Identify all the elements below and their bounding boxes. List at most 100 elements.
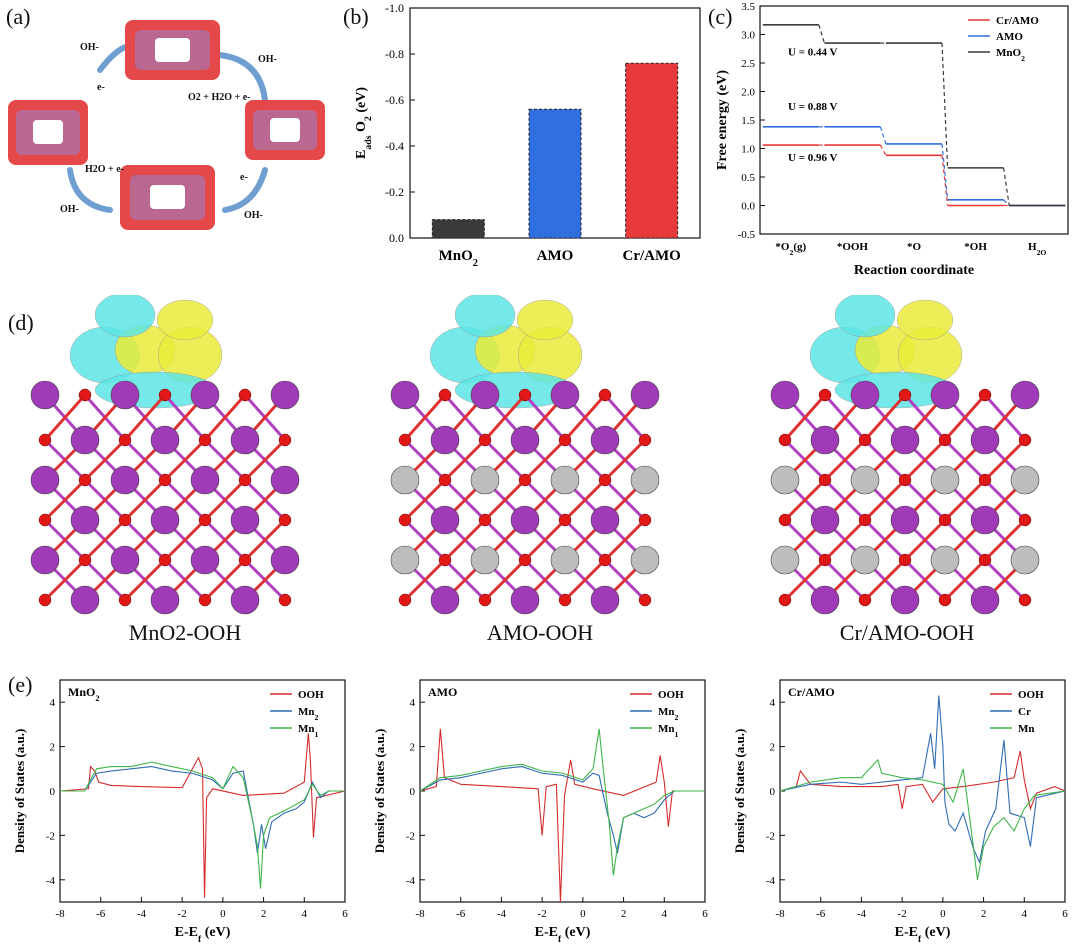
o-atom: [38, 433, 52, 447]
bond: [943, 558, 987, 602]
category-label-c: *O: [907, 241, 922, 253]
mn-atom: [270, 545, 300, 575]
metal-atom-grey: [550, 545, 580, 575]
dos-line-ooh: [419, 728, 705, 903]
legend-label-c: Cr/AMO: [996, 15, 1039, 27]
o-atom: [858, 433, 872, 447]
o-atom: [898, 553, 912, 567]
panel-label-e: (e): [8, 672, 33, 697]
isosurface-blob: [156, 299, 214, 341]
bond: [823, 518, 867, 562]
o-atom: [598, 553, 612, 567]
label-oh-1: OH-: [80, 42, 99, 53]
xlabel-e2: E-Ef (eV): [535, 925, 591, 945]
o-atom: [198, 433, 212, 447]
o-atom: [158, 553, 172, 567]
xlabel-c: Reaction coordinate: [854, 263, 974, 278]
ytick-label-e2: -2: [406, 830, 415, 842]
caption-mno2-ooh: MnO2-OOH: [128, 620, 242, 645]
label-oh-4: OH-: [244, 210, 263, 221]
mn-atom: [1010, 380, 1040, 410]
ylabel-b: Eads O2 (eV): [354, 87, 374, 159]
mn-atom: [890, 505, 920, 535]
o-atom: [78, 388, 92, 402]
label-e-1: e-: [97, 82, 105, 93]
bond: [83, 518, 127, 562]
o-atom: [118, 593, 132, 607]
bond: [563, 478, 607, 522]
o-atom: [478, 513, 492, 527]
bond: [483, 558, 527, 602]
ytick-label-b: -0.2: [385, 185, 404, 199]
panel-label-c: (c): [708, 4, 733, 29]
o-atom: [238, 388, 252, 402]
bond: [983, 518, 1027, 562]
xtick-label-e3: -8: [775, 908, 785, 920]
xtick-label-e3: -6: [816, 908, 826, 920]
metal-atom-grey: [390, 545, 420, 575]
o-atom: [38, 593, 52, 607]
o-atom: [938, 513, 952, 527]
mn-atom: [70, 425, 100, 455]
bond: [163, 518, 207, 562]
dos-line-mn2: [419, 766, 705, 854]
mn-atom: [430, 505, 460, 535]
dos-line-mn2: [60, 766, 345, 854]
overpotential-label: U = 0.44 V: [788, 47, 838, 59]
connector-cr-amo: [941, 155, 949, 206]
legend-label-e3: OOH: [1018, 689, 1044, 701]
mn-atom: [510, 585, 540, 615]
dos-line-mn1: [60, 761, 345, 889]
mn-atom: [890, 585, 920, 615]
o-atom: [638, 433, 652, 447]
ytick-label-b: -0.4: [385, 139, 404, 153]
category-label-b: MnO2: [439, 248, 478, 269]
ytick-label-e1: -4: [46, 875, 56, 887]
bond: [603, 438, 647, 482]
mn-atom: [590, 585, 620, 615]
xlabel-e3: E-Ef (eV): [895, 925, 951, 945]
mn-atom: [810, 425, 840, 455]
isosurface-blob: [454, 295, 516, 338]
structure-amo: [390, 295, 660, 615]
bond: [243, 518, 287, 562]
panel-c-free-energy-chart: -0.5 0.0 0.5 1.0 1.5 2.0 2.5 3.0 3.5 *O2(g) *OOH *O…: [715, 1, 1069, 278]
bond: [903, 518, 947, 562]
metal-atom-grey: [1010, 545, 1040, 575]
o-atom: [638, 593, 652, 607]
o-atom: [978, 473, 992, 487]
mn-atom: [270, 465, 300, 495]
connector-amo: [879, 126, 887, 145]
xtick-label-e2: 6: [702, 908, 708, 920]
panel-b-bar-chart: 0.0 -0.2 -0.4 -0.6 -0.8 -1.0 MnO2 AMO Cr/AMO Eads…: [354, 1, 701, 269]
bond: [523, 518, 567, 562]
ylabel-e2: Density of States (a.u.): [372, 729, 387, 854]
mn-atom: [30, 465, 60, 495]
o-atom: [558, 433, 572, 447]
xtick-label-e3: -2: [898, 908, 907, 920]
ytick-label-c: 2.0: [741, 87, 755, 99]
mn-atom: [810, 505, 840, 535]
o-atom: [818, 388, 832, 402]
xtick-label-e2: -4: [497, 908, 507, 920]
metal-atom-grey: [470, 465, 500, 495]
mn-atom: [890, 425, 920, 455]
legend-label-e3: Mn: [1018, 723, 1035, 735]
bond: [943, 394, 987, 441]
o-atom: [438, 473, 452, 487]
legend-label-e2: Mn2: [658, 706, 679, 722]
o-atom: [818, 473, 832, 487]
bond: [783, 558, 827, 602]
legend-label-c: AMO: [996, 31, 1023, 43]
o-atom: [858, 593, 872, 607]
xtick-label-e1: -8: [55, 908, 65, 920]
xtick-label-e3: 2: [981, 908, 987, 920]
o-atom: [38, 513, 52, 527]
ytick-label-c: 2.5: [741, 58, 755, 70]
legend-label-c: MnO2: [996, 47, 1025, 63]
xtick-label-e2: -8: [415, 908, 425, 920]
bond: [43, 394, 87, 441]
o-atom: [238, 553, 252, 567]
xtick-label-e2: -2: [538, 908, 547, 920]
ytick-label-e3: -2: [766, 830, 775, 842]
